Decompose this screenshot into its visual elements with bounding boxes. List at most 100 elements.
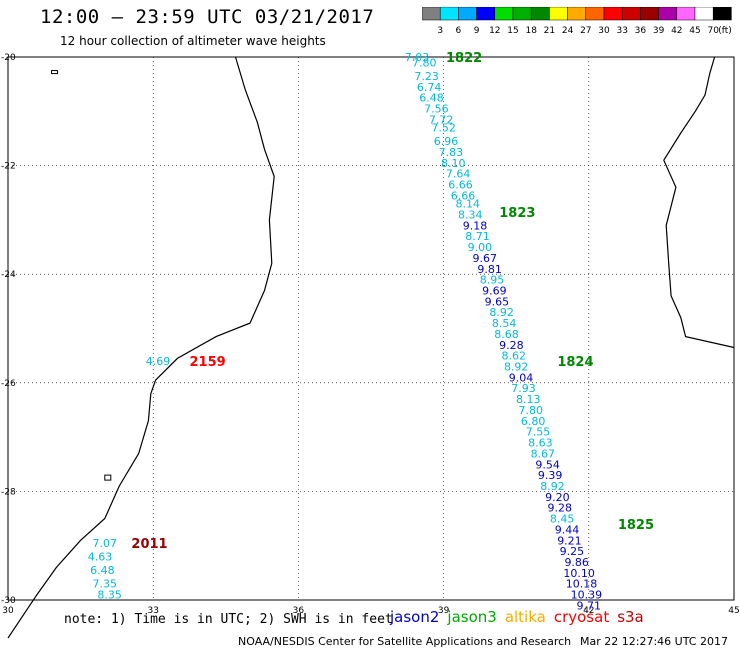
lat-tick-label: -20 bbox=[1, 53, 16, 63]
wave-height-value: 9.00 bbox=[468, 241, 493, 254]
wave-height-value: 8.35 bbox=[97, 589, 122, 602]
wave-height-value: 9.69 bbox=[482, 284, 507, 297]
wave-height-value: 9.28 bbox=[499, 339, 524, 352]
wave-height-value: 6.80 bbox=[521, 415, 546, 428]
legend-item-altika: altika bbox=[504, 608, 546, 626]
colorbar-label: 21 bbox=[544, 26, 555, 36]
wave-height-value: 9.28 bbox=[548, 502, 573, 515]
lon-tick-label: 42 bbox=[583, 606, 594, 616]
note-text: note: 1) Time is in UTC; 2) SWH is in fe… bbox=[64, 612, 393, 627]
wave-height-value: 6.66 bbox=[448, 179, 473, 192]
map-labels: 7.037.807.236.746.487.567.727.526.967.83… bbox=[88, 51, 654, 612]
wave-height-value: 7.80 bbox=[518, 404, 543, 417]
wave-height-value: 8.67 bbox=[531, 447, 556, 460]
lon-tick-label: 39 bbox=[438, 606, 450, 616]
madagascar-coastline bbox=[663, 56, 735, 349]
lon-tick-label: 36 bbox=[293, 606, 305, 616]
colorbar-label: 9 bbox=[474, 26, 480, 36]
lake-outline bbox=[51, 70, 59, 75]
wave-height-value: 7.80 bbox=[412, 56, 437, 69]
wave-height-value: 8.13 bbox=[516, 393, 541, 406]
pass-time-label: 1822 bbox=[446, 51, 482, 66]
wave-height-value: 9.44 bbox=[555, 523, 580, 536]
lon-tick-label: 33 bbox=[147, 606, 158, 616]
pass-time-label: 1823 bbox=[499, 206, 535, 221]
pass-time-label: 1824 bbox=[557, 355, 593, 370]
colorbar-label: 15 bbox=[507, 26, 518, 36]
lat-tick-label: -22 bbox=[1, 162, 16, 172]
wave-height-value: 7.03 bbox=[405, 51, 430, 64]
colorbar-label: 45 bbox=[689, 26, 700, 36]
lat-tick-label: -30 bbox=[1, 596, 16, 606]
legend-item-jason2: jason2 bbox=[390, 608, 440, 626]
colorbar-label: 33 bbox=[616, 26, 627, 36]
colorbar-label: 18 bbox=[525, 26, 537, 36]
wave-height-value: 7.52 bbox=[431, 122, 456, 135]
legend-item-s3a: s3a bbox=[617, 608, 644, 626]
wave-height-value: 8.92 bbox=[540, 480, 565, 493]
colorbar-swatch bbox=[712, 7, 732, 21]
wave-height-value: 7.56 bbox=[424, 103, 449, 116]
wave-height-value: 8.92 bbox=[489, 306, 514, 319]
colorbar: 3 6 9 12 15 18 21 24 27 30 33 36 39 42 45 70 (ft) bbox=[422, 7, 732, 36]
lat-tick-label: -26 bbox=[1, 379, 16, 389]
colorbar-label: 42 bbox=[671, 26, 682, 36]
wave-height-value: 6.74 bbox=[417, 81, 442, 94]
page-title: 12:00 – 23:59 UTC 03/21/2017 bbox=[40, 6, 375, 28]
lon-tick-label: 30 bbox=[2, 606, 14, 616]
colorbar-unit: (ft) bbox=[718, 26, 732, 36]
wave-height-value: 9.86 bbox=[564, 556, 589, 569]
wave-height-value: 9.04 bbox=[509, 371, 534, 384]
colorbar-label: 70 bbox=[707, 26, 719, 36]
wave-height-value: 10.10 bbox=[563, 567, 595, 580]
wave-height-value: 9.20 bbox=[545, 491, 570, 504]
wave-height-value: 8.54 bbox=[492, 317, 517, 330]
pass-time-label: 2011 bbox=[131, 537, 167, 552]
wave-height-value: 10.39 bbox=[571, 589, 603, 602]
wave-height-value: 10.18 bbox=[566, 578, 598, 591]
wave-height-value: 8.63 bbox=[528, 437, 553, 450]
credit-text: NOAA/NESDIS Center for Satellite Applica… bbox=[238, 635, 572, 648]
wave-height-value: 4.63 bbox=[88, 551, 113, 564]
wave-height-value: 8.34 bbox=[458, 208, 483, 221]
page-subtitle: 12 hour collection of altimeter wave hei… bbox=[60, 34, 326, 48]
map-axis-ticks: 30 33 36 39 42 45 -20 -22 -24 -26 -28 -30 bbox=[1, 53, 740, 616]
wave-height-value: 8.10 bbox=[441, 157, 466, 170]
colorbar-label: 3 bbox=[437, 26, 443, 36]
africa-coastline bbox=[7, 56, 275, 639]
colorbar-label: 6 bbox=[456, 26, 462, 36]
lake-outline bbox=[104, 474, 112, 481]
legend-item-cryosat: cryosat bbox=[553, 608, 610, 626]
colorbar-label: 30 bbox=[598, 26, 610, 36]
wave-height-value: 7.23 bbox=[414, 70, 439, 83]
wave-height-value: 9.71 bbox=[577, 599, 602, 612]
satellite-legend: jason2 jason3 altika cryosat s3a bbox=[390, 608, 652, 626]
wave-height-value: 8.45 bbox=[550, 513, 575, 526]
wave-height-value: 8.62 bbox=[502, 350, 527, 363]
coastline bbox=[7, 56, 735, 639]
map-frame bbox=[7, 56, 735, 601]
wave-height-value: 9.39 bbox=[538, 469, 563, 482]
wave-height-value: 9.54 bbox=[535, 458, 560, 471]
wave-height-value: 9.21 bbox=[557, 534, 582, 547]
map-grid bbox=[7, 56, 735, 601]
pass-time-label: 1825 bbox=[618, 518, 654, 533]
wave-height-value: 6.66 bbox=[451, 189, 476, 202]
wave-height-value: 7.64 bbox=[446, 168, 471, 181]
lon-tick-label: 45 bbox=[728, 606, 739, 616]
timestamp-text: Mar 22 12:27:46 UTC 2017 bbox=[580, 635, 728, 648]
wave-height-value: 9.81 bbox=[477, 263, 502, 276]
wave-height-value: 9.67 bbox=[472, 252, 497, 265]
wave-height-value: 8.71 bbox=[465, 230, 490, 243]
colorbar-label: 24 bbox=[562, 26, 574, 36]
wave-height-value: 6.48 bbox=[419, 92, 444, 105]
wave-height-value: 7.93 bbox=[511, 382, 536, 395]
wave-height-value: 6.48 bbox=[90, 564, 115, 577]
wave-height-value: 7.72 bbox=[429, 113, 454, 126]
colorbar-label: 12 bbox=[489, 26, 500, 36]
colorbar-label: 27 bbox=[580, 26, 591, 36]
wave-height-value: 7.07 bbox=[93, 537, 118, 550]
wave-height-value: 9.65 bbox=[485, 295, 510, 308]
wave-height-value: 8.68 bbox=[494, 328, 519, 341]
